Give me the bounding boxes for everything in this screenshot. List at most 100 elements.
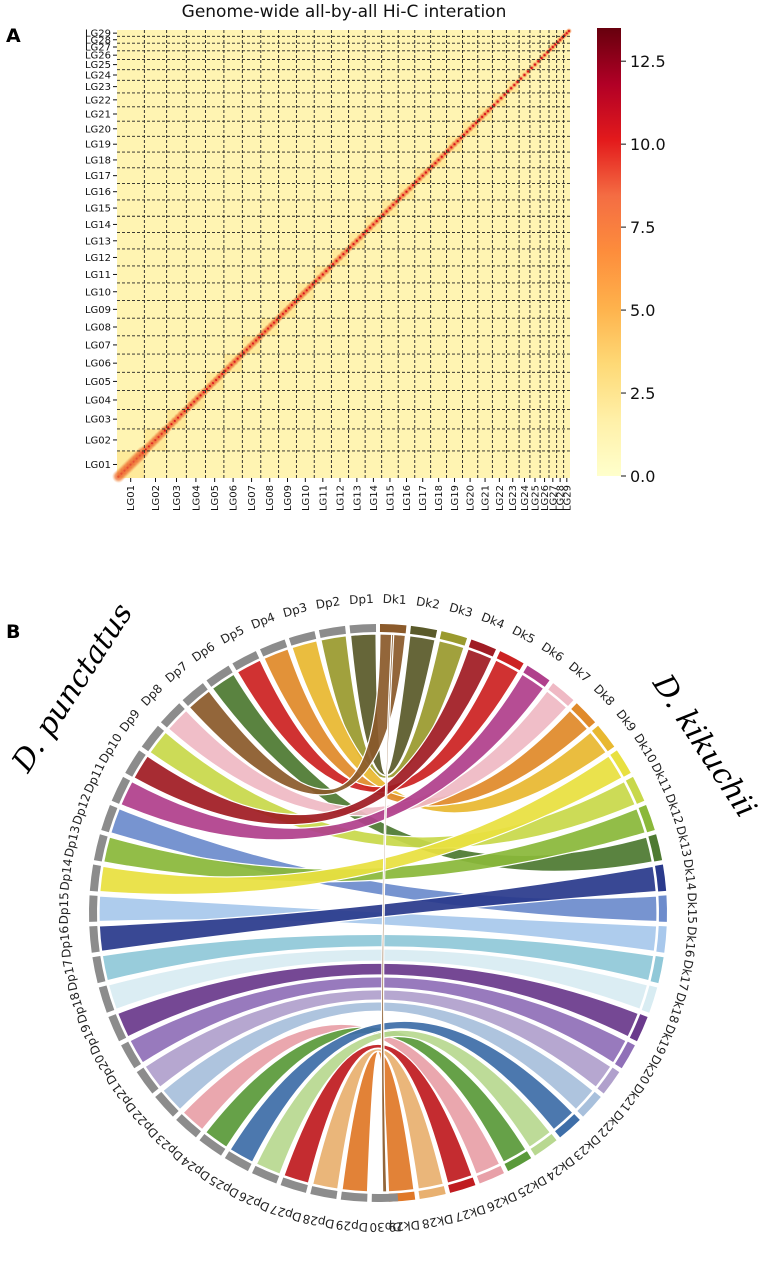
segment-Dk17 xyxy=(650,955,664,984)
species-right-label: D. kikuchii xyxy=(645,667,761,823)
segment-label-Dk6: Dk6 xyxy=(539,640,567,665)
segment-Dp18 xyxy=(98,985,115,1013)
segment-Dk9 xyxy=(591,725,615,752)
segment-label-Dk7: Dk7 xyxy=(566,659,593,685)
x-tick-label: LG05 xyxy=(210,485,221,511)
segment-Dk22 xyxy=(577,1091,601,1117)
segment-Dp29 xyxy=(340,1191,368,1202)
y-tick-label: LG08 xyxy=(85,322,111,333)
x-tick-label: LG14 xyxy=(369,485,380,511)
segment-label-Dk11: Dk11 xyxy=(648,761,674,795)
x-tick-label: LG04 xyxy=(191,485,202,511)
y-tick-label: LG02 xyxy=(85,435,111,446)
segment-Dk24 xyxy=(530,1133,557,1156)
segment-label-Dk21: Dk21 xyxy=(617,1081,647,1115)
segment-label-Dp14: Dp14 xyxy=(57,858,75,892)
chromosome-segments xyxy=(88,624,668,1203)
y-tick-label: LG17 xyxy=(85,171,111,182)
y-tick-label: LG11 xyxy=(85,270,111,281)
link-Dp18-Dk18 xyxy=(107,948,649,1011)
synteny-links xyxy=(98,633,658,1193)
segment-Dp27 xyxy=(280,1177,308,1193)
segment-label-Dp6: Dp6 xyxy=(189,639,217,664)
segment-Dk19 xyxy=(629,1014,648,1042)
link-Dp22-Dk22 xyxy=(162,1001,594,1111)
diagonal-core xyxy=(523,73,526,77)
heatmap-title: Genome-wide all-by-all Hi-C interation xyxy=(182,2,507,22)
segment-Dp26 xyxy=(251,1165,280,1184)
segment-label-Dk14: Dk14 xyxy=(681,858,699,891)
x-tick-label: LG15 xyxy=(385,485,396,511)
segment-label-Dp18: Dp18 xyxy=(67,990,90,1025)
y-tick-label: LG05 xyxy=(85,377,111,388)
diagonal-core xyxy=(543,54,546,57)
segment-label-Dk1: Dk1 xyxy=(382,592,407,607)
segment-label-Dp13: Dp13 xyxy=(62,824,83,858)
segment-Dp25 xyxy=(224,1151,252,1172)
segment-label-Dp5: Dp5 xyxy=(218,623,246,647)
colorbar-tick-label: 0.0 xyxy=(630,467,655,486)
segment-Dp13 xyxy=(93,834,108,862)
segment-label-Dp10: Dp10 xyxy=(96,731,125,766)
y-tick-label: LG28 xyxy=(85,35,111,46)
segment-Dp2 xyxy=(318,625,346,638)
segment-label-Dp29: Dp29 xyxy=(335,1218,368,1235)
segment-label-Dp23: Dp23 xyxy=(153,1132,186,1164)
segment-label-Dk27: Dk27 xyxy=(453,1202,487,1225)
segment-Dk8 xyxy=(571,703,596,728)
segment-Dp28 xyxy=(310,1186,338,1199)
segment-Dp16 xyxy=(89,925,100,953)
diagonal-core xyxy=(496,100,499,103)
diagonal-core xyxy=(537,60,540,63)
segment-label-Dp3: Dp3 xyxy=(281,600,308,620)
segment-label-Dp7: Dp7 xyxy=(163,659,191,685)
segment-label-Dk10: Dk10 xyxy=(631,731,659,765)
link-Dp29-Dk29 xyxy=(341,1050,415,1193)
species-left-label: D. punctatus xyxy=(5,597,140,779)
segment-label-Dp9: Dp9 xyxy=(117,707,143,735)
diagonal-core xyxy=(533,63,537,66)
y-tick-label: LG13 xyxy=(85,236,111,247)
x-tick-label: LG07 xyxy=(247,485,258,511)
y-tick-label: LG29 xyxy=(85,29,111,40)
segment-label-Dp24: Dp24 xyxy=(178,1154,212,1184)
x-tick-label: LG17 xyxy=(418,485,429,511)
segment-label-Dk15: Dk15 xyxy=(685,892,699,924)
diagonal-core xyxy=(546,51,549,54)
y-tick-label: LG01 xyxy=(85,460,111,471)
segment-Dk27 xyxy=(448,1177,476,1193)
link-Dp17-Dk17 xyxy=(101,933,655,982)
x-tick-label: LG27 xyxy=(548,485,559,511)
y-tick-label: LG22 xyxy=(85,95,111,106)
x-tick-label: LG08 xyxy=(265,485,276,511)
x-tick-label: LG01 xyxy=(126,485,137,511)
segment-Dk3 xyxy=(439,631,468,646)
y-tick-label: LG27 xyxy=(85,42,111,53)
y-tick-label: LG19 xyxy=(85,140,111,151)
panel-b-letter: B xyxy=(6,621,20,643)
x-tick-label: LG28 xyxy=(556,485,567,511)
segment-Dp4 xyxy=(259,639,288,657)
x-tick-label: LG06 xyxy=(229,485,240,511)
segment-Dp15 xyxy=(88,895,98,922)
segment-label-Dp21: Dp21 xyxy=(109,1081,139,1115)
segment-label-Dk9: Dk9 xyxy=(613,707,639,734)
x-tick-label: LG23 xyxy=(508,485,519,511)
segment-Dp12 xyxy=(101,804,118,833)
segment-Dp24 xyxy=(199,1133,226,1156)
segment-Dk26 xyxy=(476,1165,505,1184)
diagonal-core xyxy=(513,83,516,87)
link-Dp10-Dk4 xyxy=(133,648,493,826)
segment-Dk28 xyxy=(418,1186,446,1199)
segment-Dk25 xyxy=(504,1151,532,1172)
y-tick-label: LG04 xyxy=(85,395,111,406)
diagonal-core xyxy=(493,103,496,107)
y-tick-label: LG12 xyxy=(85,253,111,264)
colorbar-fill xyxy=(597,28,621,476)
y-tick-label: LG26 xyxy=(85,51,111,62)
x-tick-label: LG09 xyxy=(283,485,294,511)
segment-label-Dk12: Dk12 xyxy=(662,792,686,826)
link-Dp5-Dk5 xyxy=(236,659,520,794)
segment-label-Dk22: Dk22 xyxy=(595,1107,627,1140)
